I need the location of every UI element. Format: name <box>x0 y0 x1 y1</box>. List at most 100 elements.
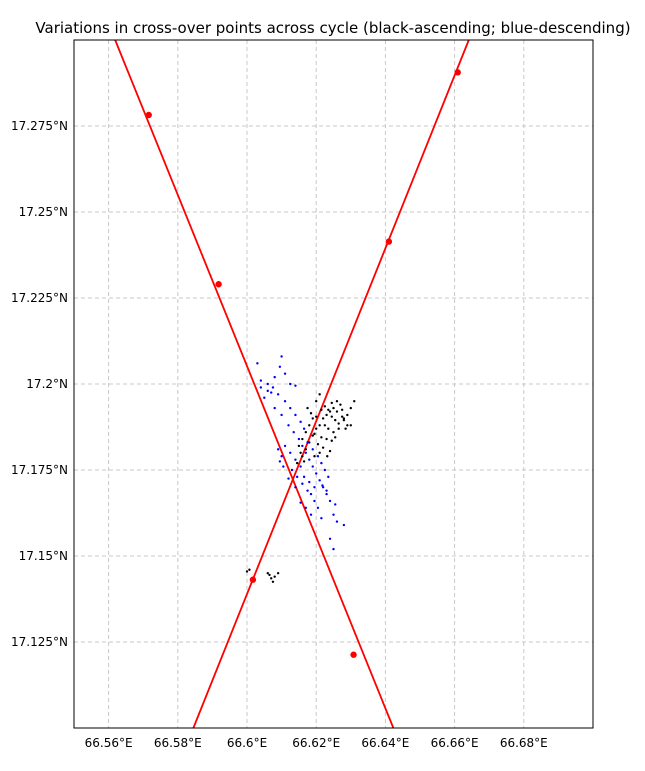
y-tick-label: 17.15°N <box>19 549 68 563</box>
scatter-point <box>346 413 349 417</box>
scatter-point <box>316 443 320 446</box>
y-tick-label: 17.275°N <box>11 119 68 133</box>
scatter-point <box>270 577 273 580</box>
scatter-point <box>248 568 251 571</box>
scatter-point <box>299 465 302 468</box>
scatter-point <box>332 430 335 434</box>
scatter-point <box>309 492 313 496</box>
scatter-point <box>278 460 282 463</box>
scatter-point <box>323 468 327 472</box>
scatter-point <box>271 386 275 389</box>
scatter-point <box>327 475 330 479</box>
y-tick-label: 17.225°N <box>11 291 68 305</box>
scatter-point <box>280 455 283 458</box>
scatter-point <box>266 382 269 386</box>
scatter-point <box>292 430 295 434</box>
track-marker <box>350 651 357 658</box>
track-marker <box>215 281 222 288</box>
scatter-point <box>295 461 299 465</box>
scatter-point <box>283 444 287 448</box>
scatter-point <box>280 355 283 358</box>
scatter-point <box>335 410 339 413</box>
scatter-point <box>342 523 346 527</box>
scatter-point <box>304 451 308 454</box>
scatter-point <box>276 572 280 575</box>
scatter-point <box>289 451 292 454</box>
scatter-point <box>287 424 290 427</box>
scatter-point <box>304 448 308 451</box>
scatter-point <box>340 408 344 411</box>
scatter-point <box>309 513 313 516</box>
scatter-point <box>327 408 330 411</box>
scatter-point <box>273 406 276 410</box>
scatter-point <box>304 430 308 434</box>
crossover-track-line <box>114 39 395 729</box>
scatter-point <box>315 400 318 403</box>
scatter-point <box>304 506 308 510</box>
scatter-point <box>294 458 297 461</box>
chart-title: Variations in cross-over points across c… <box>35 19 630 37</box>
scatter-point <box>315 427 318 430</box>
scatter-point <box>306 441 309 444</box>
scatter-point <box>276 393 280 396</box>
scatter-point <box>271 580 275 583</box>
scatter-point <box>308 441 311 444</box>
scatter-point <box>263 396 266 399</box>
scatter-point <box>326 455 329 458</box>
scatter-point <box>313 432 316 436</box>
scatter-point <box>294 486 297 489</box>
scatter-point <box>278 365 282 368</box>
scatter-point <box>349 406 352 410</box>
scatter-point <box>282 465 285 468</box>
scatter-point <box>268 573 271 577</box>
x-tick-label: 66.66°E <box>431 736 479 750</box>
x-tick-label: 66.68°E <box>500 736 548 750</box>
scatter-point <box>266 389 269 393</box>
scatter-point <box>316 506 320 510</box>
scatter-point <box>334 436 337 439</box>
scatter-point <box>320 516 323 520</box>
scatter-point <box>353 400 356 403</box>
scatter-point <box>302 460 306 463</box>
y-tick-label: 17.175°N <box>11 463 68 477</box>
x-tick-label: 66.64°E <box>361 736 409 750</box>
scatter-point <box>332 406 335 410</box>
scatter-point <box>289 382 292 386</box>
scatter-point <box>344 427 347 430</box>
scatter-point <box>320 461 323 465</box>
scatter-point <box>334 503 337 506</box>
scatter-point <box>302 475 306 479</box>
scatter-point <box>327 427 330 430</box>
scatter-point <box>342 418 346 422</box>
scatter-point <box>301 455 304 458</box>
scatter-point <box>315 415 318 418</box>
scatter-point <box>321 417 325 420</box>
scatter-point <box>295 475 299 479</box>
scatter-point <box>325 492 328 496</box>
scatter-point <box>325 489 328 492</box>
scatter-point <box>308 480 311 484</box>
scatter-point <box>325 413 328 417</box>
scatter-point <box>337 422 340 425</box>
scatter-point <box>313 455 316 458</box>
scatter-point <box>289 406 292 410</box>
scatter-point <box>318 479 321 482</box>
scatter-point <box>323 405 327 408</box>
y-tick-label: 17.125°N <box>11 635 68 649</box>
scatter-point <box>311 434 314 437</box>
scatter-points <box>245 355 356 583</box>
scatter-point <box>276 448 280 451</box>
scatter-point <box>340 415 344 418</box>
scatter-point <box>302 427 306 430</box>
scatter-point <box>294 384 297 387</box>
scatter-point <box>328 410 332 413</box>
x-tick-label: 66.58°E <box>154 736 202 750</box>
scatter-point <box>323 424 327 427</box>
scatter-point <box>315 472 318 475</box>
scatter-point <box>287 477 290 480</box>
scatter-point <box>330 415 333 418</box>
scatter-point <box>245 570 249 573</box>
scatter-point <box>334 418 337 422</box>
